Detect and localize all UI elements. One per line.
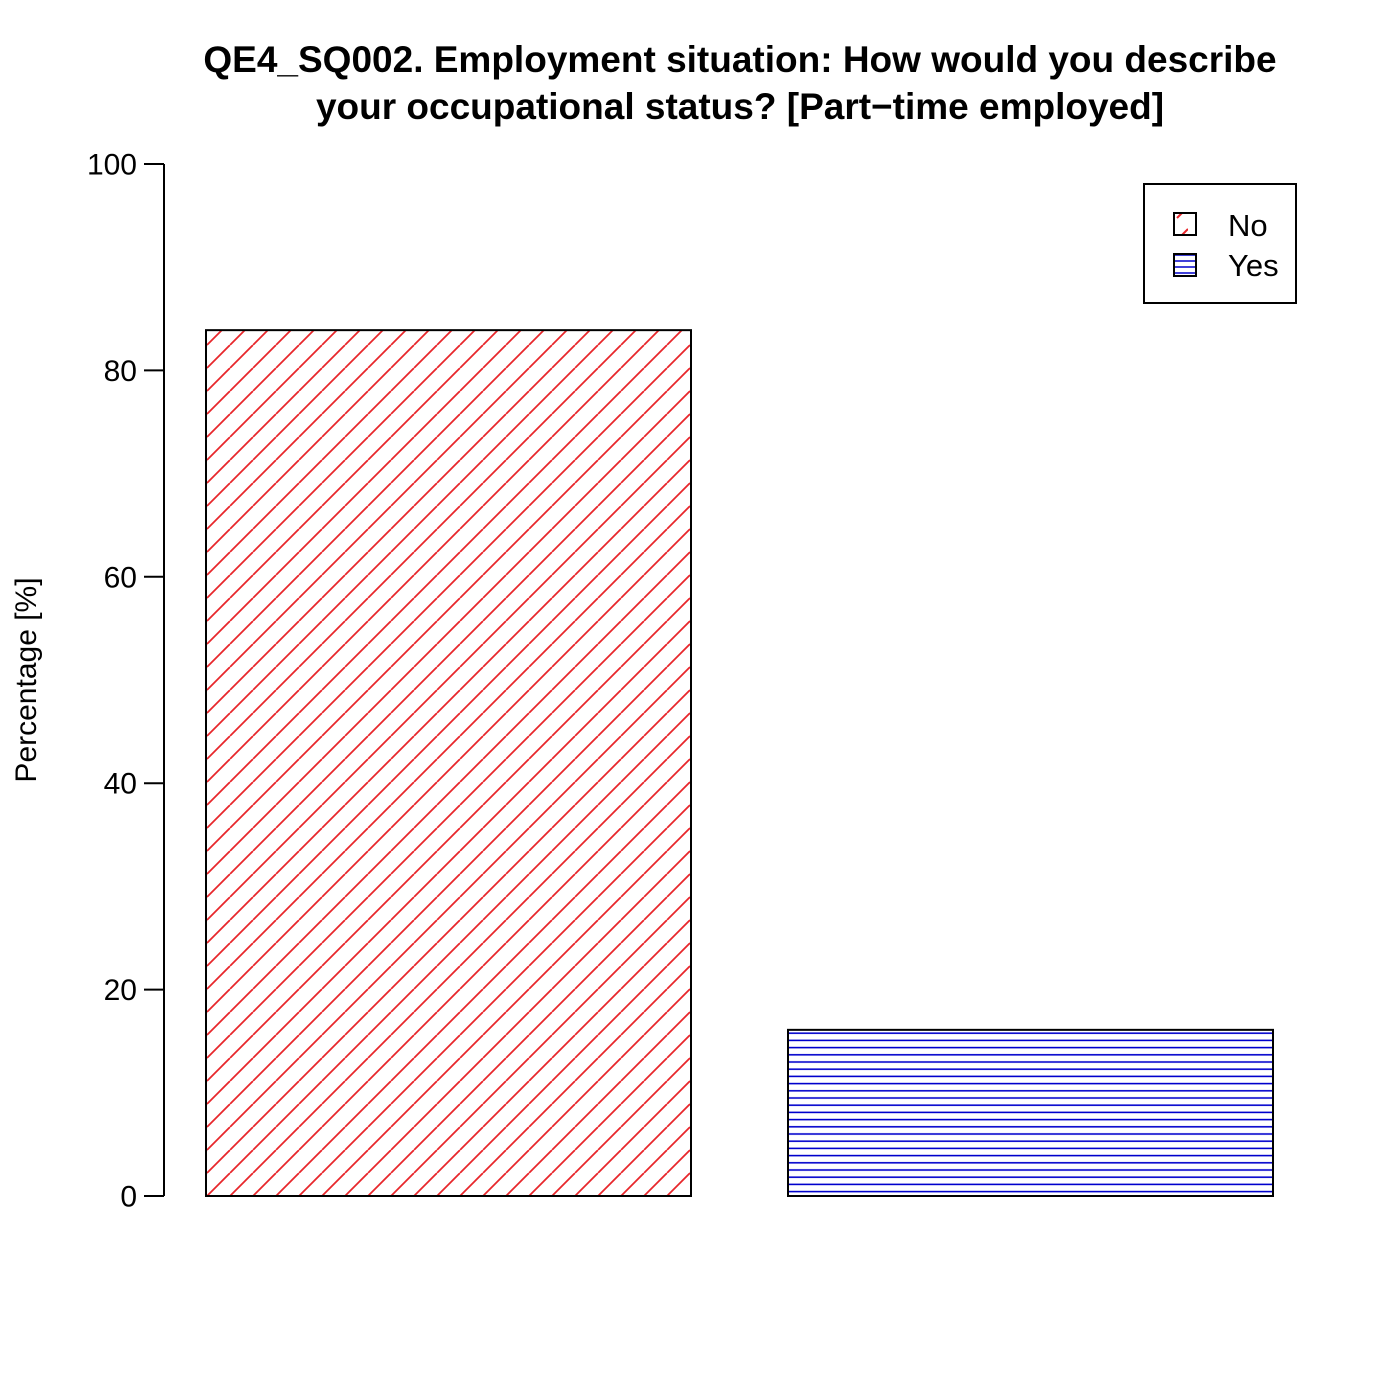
bar-no <box>205 329 692 1198</box>
chart-title-line-2: your occupational status? [Part−time emp… <box>316 86 1164 127</box>
y-axis-label: Percentage [%] <box>10 577 43 782</box>
y-tick-label: 80 <box>104 355 137 388</box>
y-tick-label: 40 <box>104 768 137 801</box>
legend: No Yes <box>1143 183 1297 304</box>
y-tick-label: 0 <box>120 1181 137 1214</box>
y-tick-label: 60 <box>104 561 137 594</box>
bars <box>205 329 1274 1198</box>
legend-label-yes: Yes <box>1228 248 1279 283</box>
chart-title-line-1: QE4_SQ002. Employment situation: How wou… <box>203 39 1276 80</box>
bar-yes <box>787 1028 1274 1198</box>
y-tick-label: 100 <box>87 149 137 182</box>
y-axis: 0 20 40 60 80 100 <box>87 149 165 1214</box>
legend-label-no: No <box>1228 208 1268 243</box>
y-tick-label: 20 <box>104 974 137 1007</box>
legend-swatch-yes <box>1173 253 1197 277</box>
legend-swatch-no <box>1173 212 1197 236</box>
legend-box <box>1143 183 1297 304</box>
